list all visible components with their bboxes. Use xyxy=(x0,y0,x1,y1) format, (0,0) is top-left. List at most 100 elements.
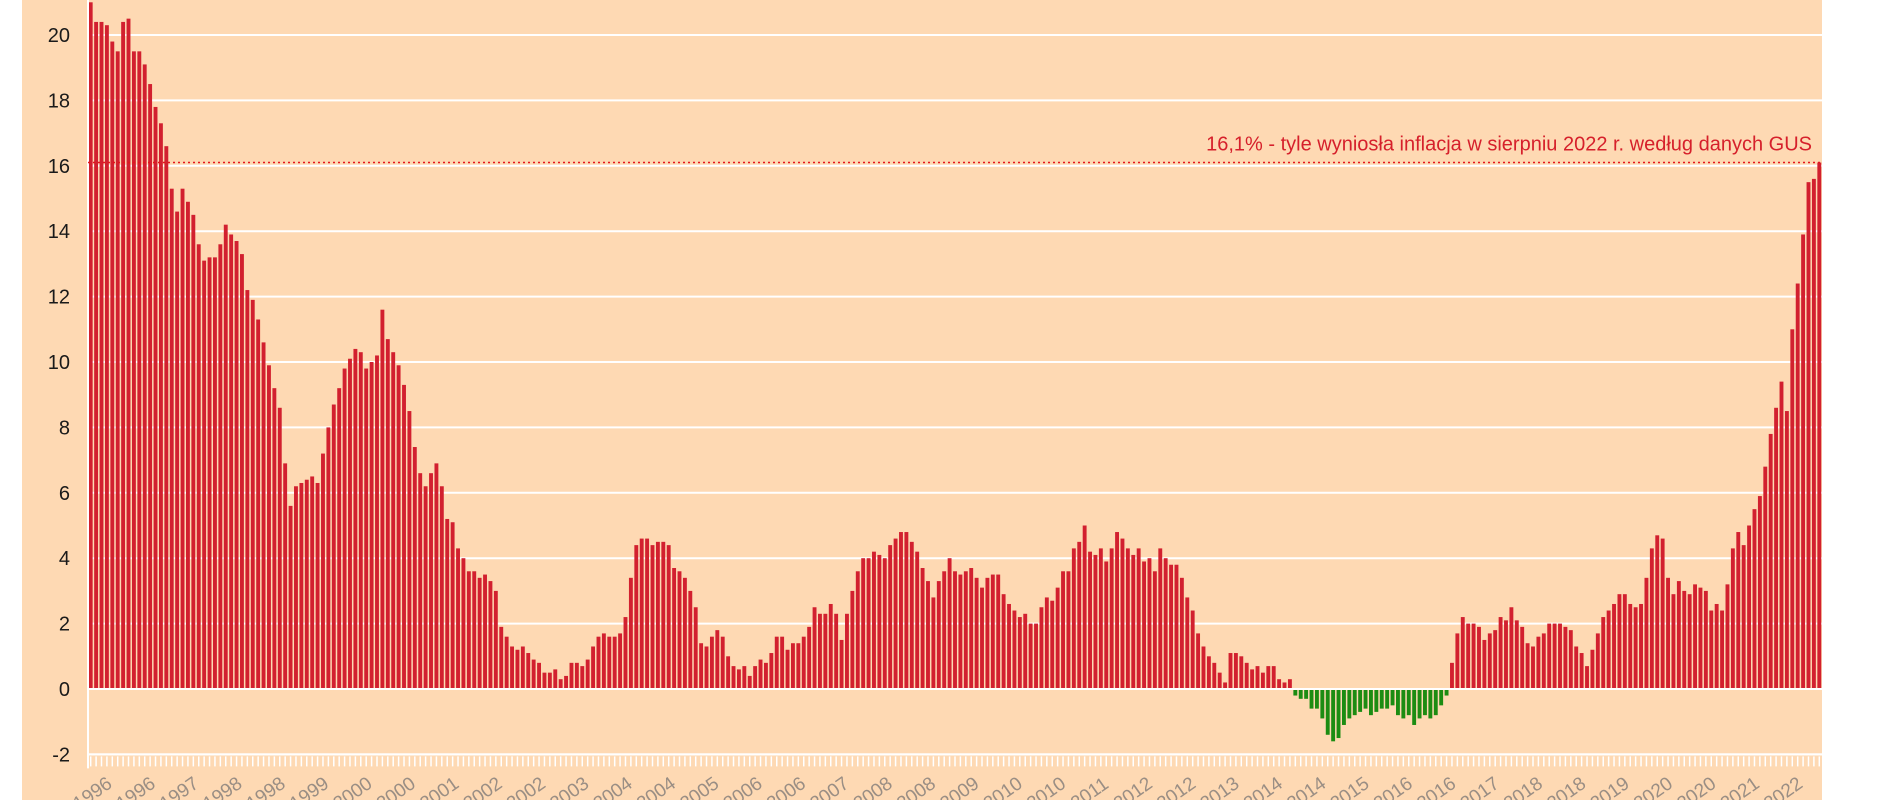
bar xyxy=(1493,630,1498,689)
bar xyxy=(191,214,196,689)
bar xyxy=(477,577,482,689)
bar xyxy=(1125,548,1130,689)
bar xyxy=(1282,682,1287,689)
x-tick-label: 2008 xyxy=(893,773,940,800)
bar xyxy=(1271,666,1276,689)
y-tick-label: 12 xyxy=(48,287,70,309)
bar xyxy=(250,299,255,689)
bar xyxy=(1730,548,1735,689)
bar xyxy=(1790,329,1795,689)
bar xyxy=(942,571,947,689)
x-tick-label: 2019 xyxy=(1587,773,1634,800)
bar xyxy=(1028,623,1033,689)
bar xyxy=(1671,594,1676,689)
bar xyxy=(1628,603,1633,689)
bar xyxy=(1720,610,1725,689)
bar xyxy=(1806,182,1811,689)
bar xyxy=(1287,679,1292,689)
bar xyxy=(1325,689,1330,735)
bar xyxy=(1401,689,1406,719)
bar xyxy=(88,2,93,690)
y-tick-label: 4 xyxy=(59,548,70,570)
x-tick-label: 2016 xyxy=(1413,773,1460,800)
bar xyxy=(353,348,358,689)
x-tick-label: 2002 xyxy=(503,773,550,800)
bar xyxy=(1757,496,1762,689)
x-tick-label: 2000 xyxy=(330,773,377,800)
bar xyxy=(153,106,158,689)
bar xyxy=(1244,662,1249,689)
bar xyxy=(1450,662,1454,689)
chart-frame: -2 0 2 4 6 8 10 12 14 16 18 20 1996 1996 1997 1998 1998… xyxy=(22,0,1822,800)
bar xyxy=(1649,548,1654,689)
bar xyxy=(1277,679,1282,689)
bar xyxy=(94,21,99,690)
bar xyxy=(661,541,666,689)
bar xyxy=(1044,597,1049,689)
bar xyxy=(326,427,331,689)
x-tick-label: 2010 xyxy=(980,773,1027,800)
bar xyxy=(1601,617,1606,689)
bar xyxy=(321,453,325,689)
bar xyxy=(769,653,774,689)
bar xyxy=(931,597,936,689)
reference-annotation: 16,1% - tyle wyniosła inflacja w sierpni… xyxy=(1206,134,1812,156)
bar xyxy=(1639,603,1643,689)
bar xyxy=(634,545,639,689)
bar xyxy=(1423,689,1427,716)
bar xyxy=(709,636,714,689)
bar xyxy=(515,649,520,689)
y-tick-label: -2 xyxy=(52,744,70,766)
bar xyxy=(1444,689,1449,696)
bar xyxy=(1390,689,1395,706)
bar xyxy=(126,18,131,689)
bar xyxy=(958,574,963,689)
bar xyxy=(1693,584,1698,689)
bar xyxy=(1039,607,1044,689)
bar xyxy=(1331,689,1336,742)
bar xyxy=(493,590,498,689)
bar xyxy=(1104,561,1109,689)
bar xyxy=(1293,689,1298,696)
bar xyxy=(882,558,887,689)
x-tick-label: 2018 xyxy=(1500,773,1547,800)
y-axis-ticks: -2 0 2 4 6 8 10 12 14 16 18 20 xyxy=(48,25,70,766)
bar xyxy=(294,486,298,689)
bar xyxy=(985,577,990,689)
x-tick-label: 2014 xyxy=(1283,773,1330,800)
bar xyxy=(1012,610,1017,689)
y-tick-label: 14 xyxy=(48,221,70,243)
x-tick-label: 2000 xyxy=(373,773,420,800)
x-tick-label: 2020 xyxy=(1630,773,1677,800)
bar xyxy=(1617,594,1622,689)
bar xyxy=(645,538,650,689)
bar xyxy=(99,21,104,690)
bar xyxy=(899,532,903,689)
bar xyxy=(753,666,758,689)
bar xyxy=(1590,649,1595,689)
x-tick-label: 1997 xyxy=(156,773,203,800)
bar xyxy=(434,463,439,689)
bar xyxy=(364,368,369,689)
bar xyxy=(1093,554,1098,689)
bar xyxy=(596,636,601,689)
bar xyxy=(1682,590,1687,689)
x-tick-label: 2012 xyxy=(1153,773,1200,800)
x-tick-label: 2015 xyxy=(1327,773,1374,800)
bar xyxy=(1406,689,1411,716)
bar xyxy=(1255,666,1260,689)
bar xyxy=(1347,689,1352,719)
bar xyxy=(639,538,644,689)
y-tick-label: 16 xyxy=(48,156,70,178)
bar xyxy=(1066,571,1071,689)
bar xyxy=(720,636,725,689)
bar xyxy=(499,626,504,689)
bar xyxy=(996,574,1001,689)
bar xyxy=(877,554,882,689)
x-tick-label: 2008 xyxy=(850,773,897,800)
bar xyxy=(612,636,617,689)
bar xyxy=(953,571,957,689)
bar xyxy=(818,613,822,689)
bar xyxy=(202,260,207,689)
bar xyxy=(855,571,860,689)
